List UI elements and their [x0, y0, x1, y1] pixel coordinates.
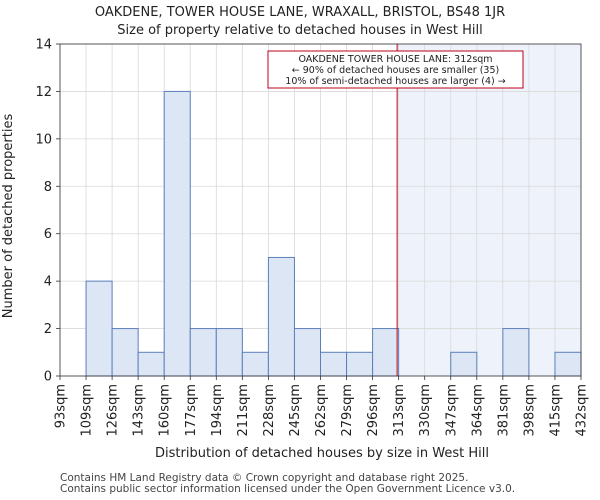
y-tick-label: 2 [44, 322, 52, 337]
x-tick-label: 381sqm [496, 384, 511, 437]
x-tick-label: 228sqm [262, 384, 277, 437]
x-tick-label: 194sqm [210, 384, 225, 437]
footer-line-2: Contains public sector information licen… [60, 483, 516, 495]
y-tick-label: 10 [35, 132, 52, 147]
annotation-line-1: OAKDENE TOWER HOUSE LANE: 312sqm [298, 54, 492, 65]
chart-title: OAKDENE, TOWER HOUSE LANE, WRAXALL, BRIS… [95, 5, 505, 20]
bar [111, 328, 139, 377]
bar [502, 328, 530, 377]
y-tick-label: 6 [44, 227, 52, 242]
x-tick-label: 432sqm [575, 384, 590, 437]
grid-lines [59, 43, 582, 377]
annotation-box [267, 50, 524, 89]
x-tick-label: 347sqm [444, 384, 459, 437]
x-tick-label: 245sqm [288, 384, 303, 437]
x-tick-label: 93sqm [54, 384, 69, 428]
x-tick-label: 279sqm [340, 384, 355, 437]
bar [163, 90, 191, 377]
x-tick-label: 143sqm [132, 384, 147, 437]
x-tick-label: 177sqm [184, 384, 199, 437]
x-tick-label: 211sqm [236, 384, 251, 437]
y-axis: 0 2 4 6 8 10 12 14 [35, 38, 60, 385]
x-tick-label: 160sqm [158, 384, 173, 437]
bar [137, 351, 165, 377]
bar [346, 351, 374, 377]
bar [372, 328, 400, 377]
x-axis-label: Distribution of detached houses by size … [155, 446, 489, 461]
y-tick-label: 0 [44, 370, 52, 385]
bar [267, 256, 295, 377]
x-tick-label: 398sqm [522, 384, 537, 437]
bar [320, 351, 348, 377]
bars [85, 90, 582, 377]
bar [293, 328, 322, 377]
y-tick-label: 12 [35, 85, 52, 100]
x-tick-label: 296sqm [366, 384, 381, 437]
x-tick-label: 109sqm [80, 384, 95, 437]
bar [554, 351, 582, 377]
annotation-line-2: ← 90% of detached houses are smaller (35… [292, 65, 499, 76]
x-tick-label: 364sqm [470, 384, 485, 437]
x-tick-label: 330sqm [418, 384, 433, 437]
annotation-line-3: 10% of semi-detached houses are larger (… [285, 76, 505, 87]
y-tick-label: 14 [35, 38, 52, 53]
x-tick-label: 415sqm [548, 384, 563, 437]
property-annotation: OAKDENE TOWER HOUSE LANE: 312sqm ← 90% o… [267, 50, 524, 89]
plot-area [59, 43, 582, 377]
bar [450, 351, 478, 377]
bar [241, 351, 269, 377]
bar [215, 328, 243, 377]
x-axis: 93sqm 109sqm 126sqm 143sqm 160sqm 177sqm 194sq… [54, 376, 590, 437]
y-tick-label: 8 [44, 180, 52, 195]
chart-subtitle: Size of property relative to detached ho… [117, 23, 483, 38]
larger-than-property-shade [397, 44, 581, 376]
x-tick-label: 262sqm [314, 384, 329, 437]
bar [85, 280, 113, 377]
x-tick-label: 313sqm [392, 384, 407, 437]
x-tick-label: 126sqm [106, 384, 121, 437]
y-tick-label: 4 [44, 275, 52, 290]
footer-line-1: Contains HM Land Registry data © Crown c… [60, 472, 469, 484]
y-axis-label: Number of detached properties [1, 114, 16, 319]
bar [189, 328, 217, 377]
